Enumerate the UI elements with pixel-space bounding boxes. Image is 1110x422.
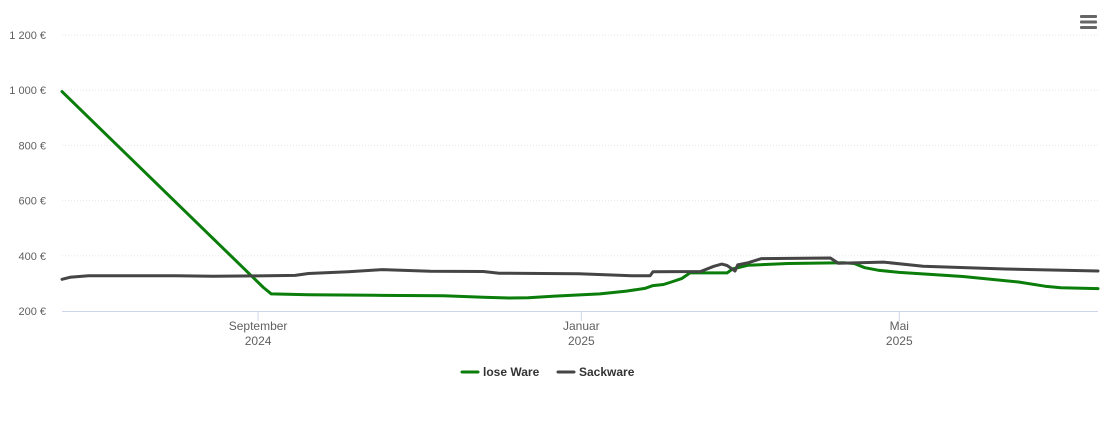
chart-menu-button[interactable] [1080, 14, 1097, 30]
x-tick-label: Januar [563, 319, 600, 333]
series-lines [60, 90, 1100, 300]
legend-label: lose Ware [483, 365, 540, 379]
series-line-lose-ware [60, 90, 1100, 300]
y-axis: 200 € 400 € 600 € 800 € 1 000 € 1 200 € [9, 30, 46, 318]
hamburger-menu-icon [1080, 15, 1097, 29]
legend-item-lose-ware[interactable]: lose Ware [460, 365, 540, 379]
y-tick-label: 800 € [18, 140, 46, 152]
y-tick-label: 400 € [18, 251, 46, 263]
legend-label: Sackware [579, 365, 635, 379]
legend: lose Ware Sackware [460, 365, 635, 379]
x-tick-label-year: 2025 [568, 334, 595, 348]
y-tick-label: 1 200 € [9, 30, 46, 42]
gridlines [62, 34, 1098, 257]
y-tick-label: 600 € [18, 196, 46, 208]
x-tick-label: Mai [890, 319, 909, 333]
x-tick-label: September [229, 319, 288, 333]
x-tick-label-year: 2024 [245, 334, 272, 348]
series-line-sackware [60, 256, 1100, 281]
y-tick-label: 1 000 € [9, 85, 46, 97]
legend-item-sackware[interactable]: Sackware [556, 365, 635, 379]
x-tick-label-year: 2025 [886, 334, 913, 348]
y-tick-label: 200 € [18, 306, 46, 318]
